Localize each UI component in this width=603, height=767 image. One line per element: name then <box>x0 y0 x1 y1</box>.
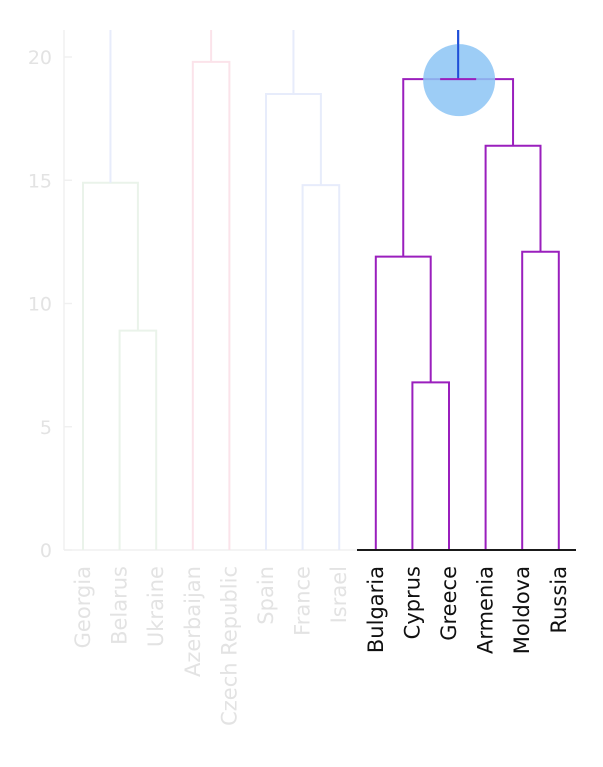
leaf-label-armenia: Armenia <box>474 566 498 654</box>
link-m5 <box>265 92 322 550</box>
leaf-label-russia: Russia <box>547 566 571 634</box>
leaf-label-bulgaria: Bulgaria <box>364 566 388 653</box>
y-tick-label: 0 <box>40 540 52 562</box>
leaf-label-azerbaijan: Azerbaijan <box>181 566 205 677</box>
leaf-label-france: France <box>291 566 315 636</box>
link-m9 <box>484 144 542 550</box>
link-m7 <box>374 255 432 550</box>
link-m8 <box>521 250 560 550</box>
selection-marker[interactable] <box>423 30 496 117</box>
dendrogram-links <box>82 30 560 550</box>
link-m6 <box>411 381 450 550</box>
y-tick-label: 20 <box>28 47 52 69</box>
link-m2 <box>82 181 139 550</box>
leaf-label-ukraine: Ukraine <box>144 566 168 647</box>
leaf-label-cyprus: Cyprus <box>400 566 424 639</box>
leaf-label-moldova: Moldova <box>510 566 534 654</box>
leaf-label-czech-republic: Czech Republic <box>217 566 241 726</box>
leaf-label-spain: Spain <box>254 566 278 625</box>
link-m1 <box>118 329 158 550</box>
leaf-label-israel: Israel <box>327 566 351 623</box>
leaf-labels: Georgia Belarus Ukraine Azerbaijan Czech Rep… <box>71 566 571 726</box>
link-m4 <box>301 184 341 550</box>
y-tick-label: 15 <box>28 170 52 192</box>
y-axis: 0 5 10 15 20 <box>28 30 357 562</box>
link-m3 <box>191 60 231 550</box>
leaf-label-belarus: Belarus <box>108 566 132 645</box>
y-tick-label: 5 <box>40 417 52 439</box>
leaf-label-greece: Greece <box>437 566 461 641</box>
leaf-label-georgia: Georgia <box>71 566 95 648</box>
y-tick-label: 10 <box>28 294 52 316</box>
